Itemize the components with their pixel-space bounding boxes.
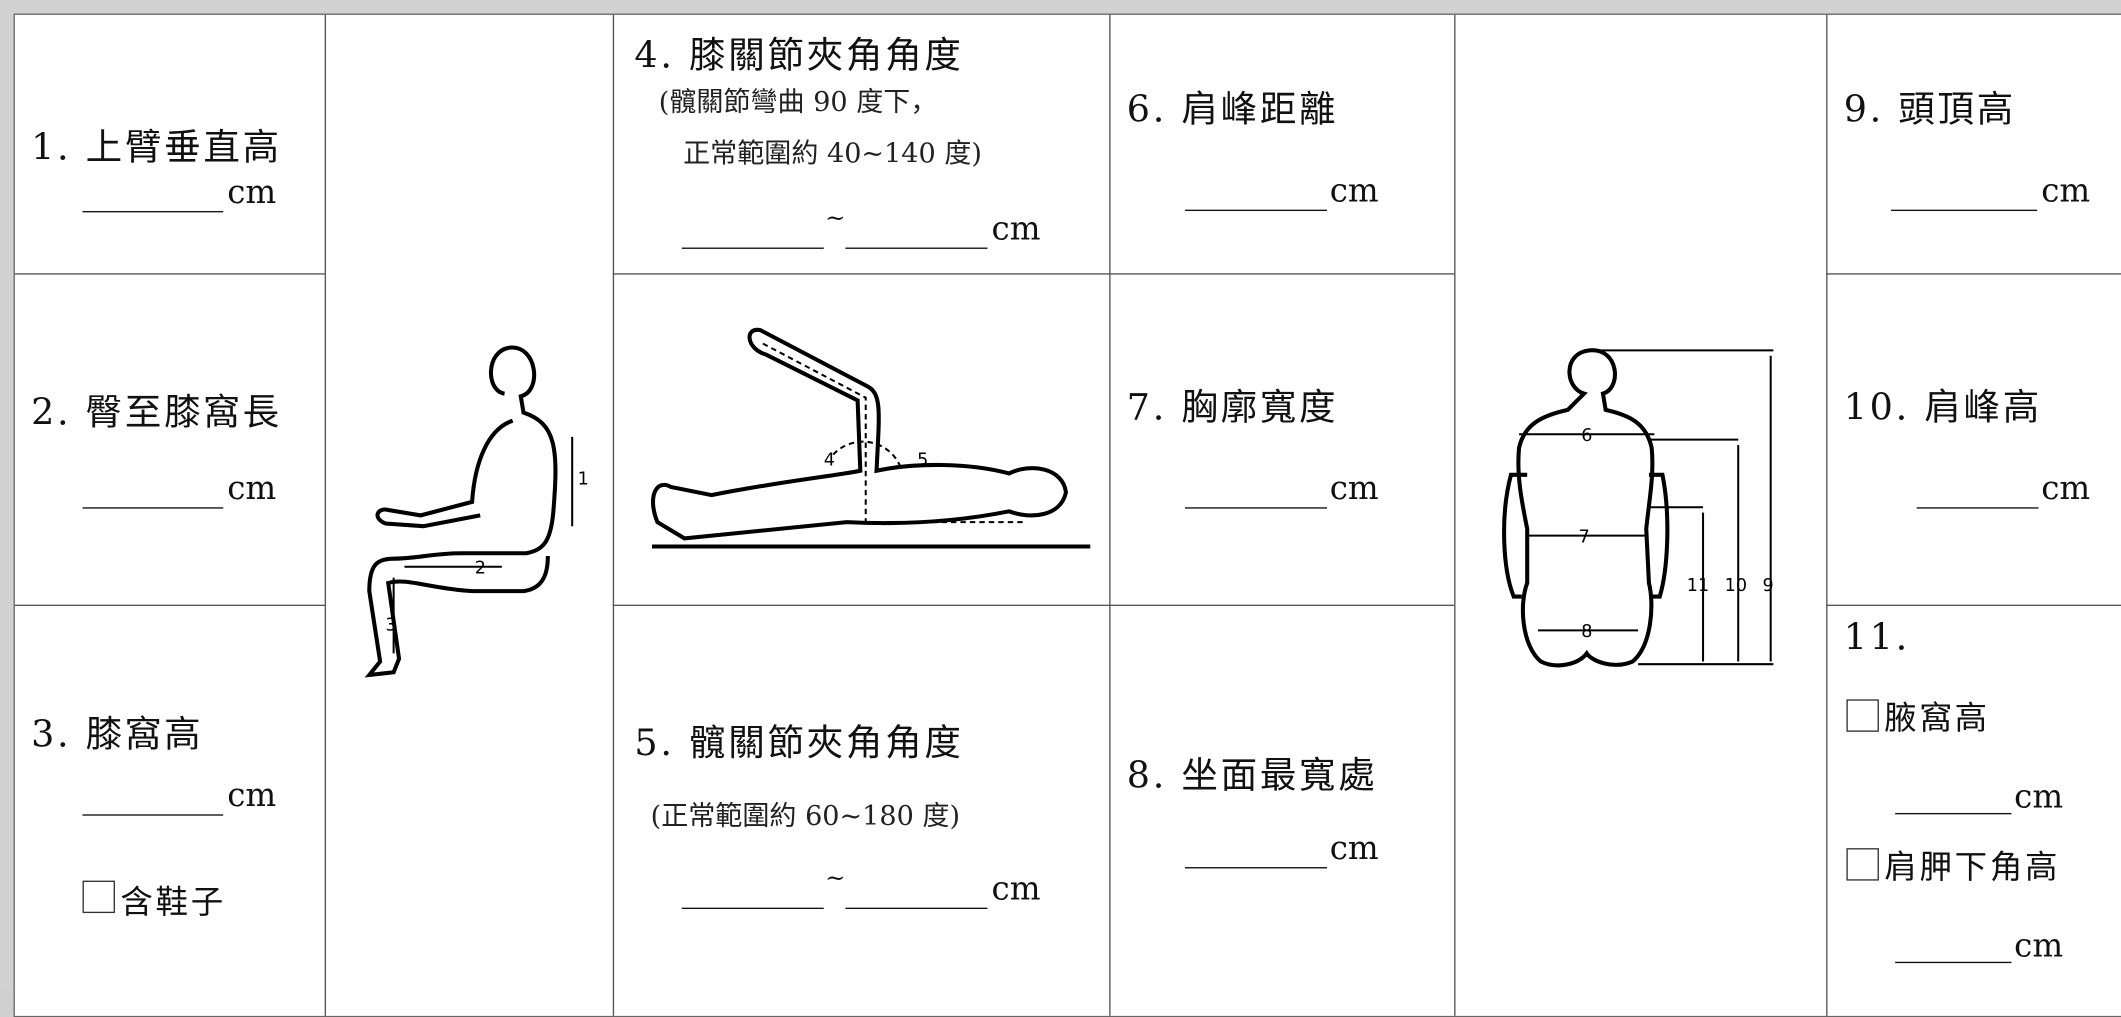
blank (1916, 507, 2039, 509)
figure-label: 8 (1581, 622, 1592, 642)
unit: cm (1329, 171, 1379, 210)
figure-label: 7 (1579, 527, 1590, 547)
range-separator: ~ (825, 864, 846, 893)
range-separator: ~ (825, 204, 846, 233)
option-label: 含鞋子 (120, 883, 226, 922)
blank (1184, 867, 1327, 869)
field-label: 9. 頭頂高 (1843, 89, 2016, 132)
blank (681, 247, 824, 249)
field-label: 3. 膝窩高 (31, 714, 204, 757)
unit: cm (2041, 171, 2091, 210)
blank (82, 814, 224, 816)
cell-border (612, 14, 615, 1016)
checkbox[interactable] (1846, 699, 1879, 732)
field-label: 1. 上臂垂直高 (31, 127, 282, 170)
figure-label: 4 (824, 450, 835, 470)
figure-label: 2 (475, 559, 486, 579)
field-label: 7. 胸廓寬度 (1126, 386, 1339, 429)
figure-label: 9 (1763, 576, 1774, 596)
stage: 1. 上臂垂直高 cm 2. 臀至膝窩長 cm 3. 膝窩高 cm 含鞋子 1 … (13, 13, 2121, 1017)
field-label: 4. 膝關節夾角角度 (634, 35, 964, 78)
blank (82, 211, 224, 213)
unit: cm (1329, 829, 1379, 868)
form-table: 1. 上臂垂直高 cm 2. 臀至膝窩長 cm 3. 膝窩高 cm 含鞋子 1 … (13, 13, 2121, 1017)
cell-border (1826, 604, 2121, 607)
back-figure: 6 7 8 11 10 9 (1502, 348, 1774, 668)
field-label: 10. 肩峰高 (1843, 386, 2042, 429)
field-note: 正常範圍約 40~140 度) (683, 136, 982, 170)
page: 1. 上臂垂直高 cm 2. 臀至膝窩長 cm 3. 膝窩高 cm 含鞋子 1 … (13, 13, 2121, 1017)
blank (1895, 812, 2012, 815)
unit: cm (2014, 777, 2064, 816)
unit: cm (227, 469, 277, 508)
cell-border (14, 273, 325, 275)
blank (681, 907, 824, 910)
figure-label: 10 (1725, 576, 1747, 596)
figure-label: 11 (1687, 576, 1709, 596)
cell-border (324, 14, 327, 1016)
blank (845, 907, 988, 910)
unit: cm (227, 173, 277, 212)
figure-label: 5 (917, 450, 928, 470)
unit: cm (991, 869, 1041, 908)
supine-figure: 4 5 (651, 328, 1091, 549)
blank (1891, 209, 2038, 212)
cell-border (1826, 273, 2121, 275)
unit: cm (227, 776, 277, 815)
unit: cm (2014, 926, 2064, 965)
figure-label: 6 (1581, 426, 1592, 446)
field-label: 2. 臀至膝窩長 (31, 392, 282, 435)
field-label: 11. (1843, 616, 1910, 659)
unit: cm (2041, 469, 2091, 508)
cell-border (1109, 14, 1111, 1016)
unit: cm (1329, 469, 1379, 508)
unit: cm (991, 209, 1041, 248)
blank (1895, 961, 2012, 964)
blank (82, 507, 224, 509)
cell-border (612, 273, 1455, 275)
checkbox[interactable] (82, 880, 115, 914)
cell-border (14, 604, 325, 607)
field-label: 6. 肩峰距離 (1126, 89, 1339, 132)
checkbox[interactable] (1846, 848, 1879, 881)
figure-label: 3 (386, 615, 397, 635)
option-label: 肩胛下角高 (1884, 848, 2061, 887)
blank (1184, 209, 1327, 212)
option-label: 腋窩高 (1884, 699, 1990, 738)
cell-border (1454, 14, 1456, 1016)
field-note: (正常範圍約 60~180 度) (650, 799, 961, 832)
blank (845, 247, 988, 249)
cell-border (612, 604, 1455, 607)
cell-border (1826, 14, 1828, 1016)
figure-label: 1 (578, 469, 589, 489)
field-label: 5. 髖關節夾角角度 (634, 722, 964, 765)
field-label: 8. 坐面最寬處 (1126, 754, 1378, 797)
blank (1184, 507, 1327, 509)
seated-figure: 1 2 3 (364, 345, 589, 678)
field-note: (髖關節彎曲 90 度下， (658, 85, 938, 118)
